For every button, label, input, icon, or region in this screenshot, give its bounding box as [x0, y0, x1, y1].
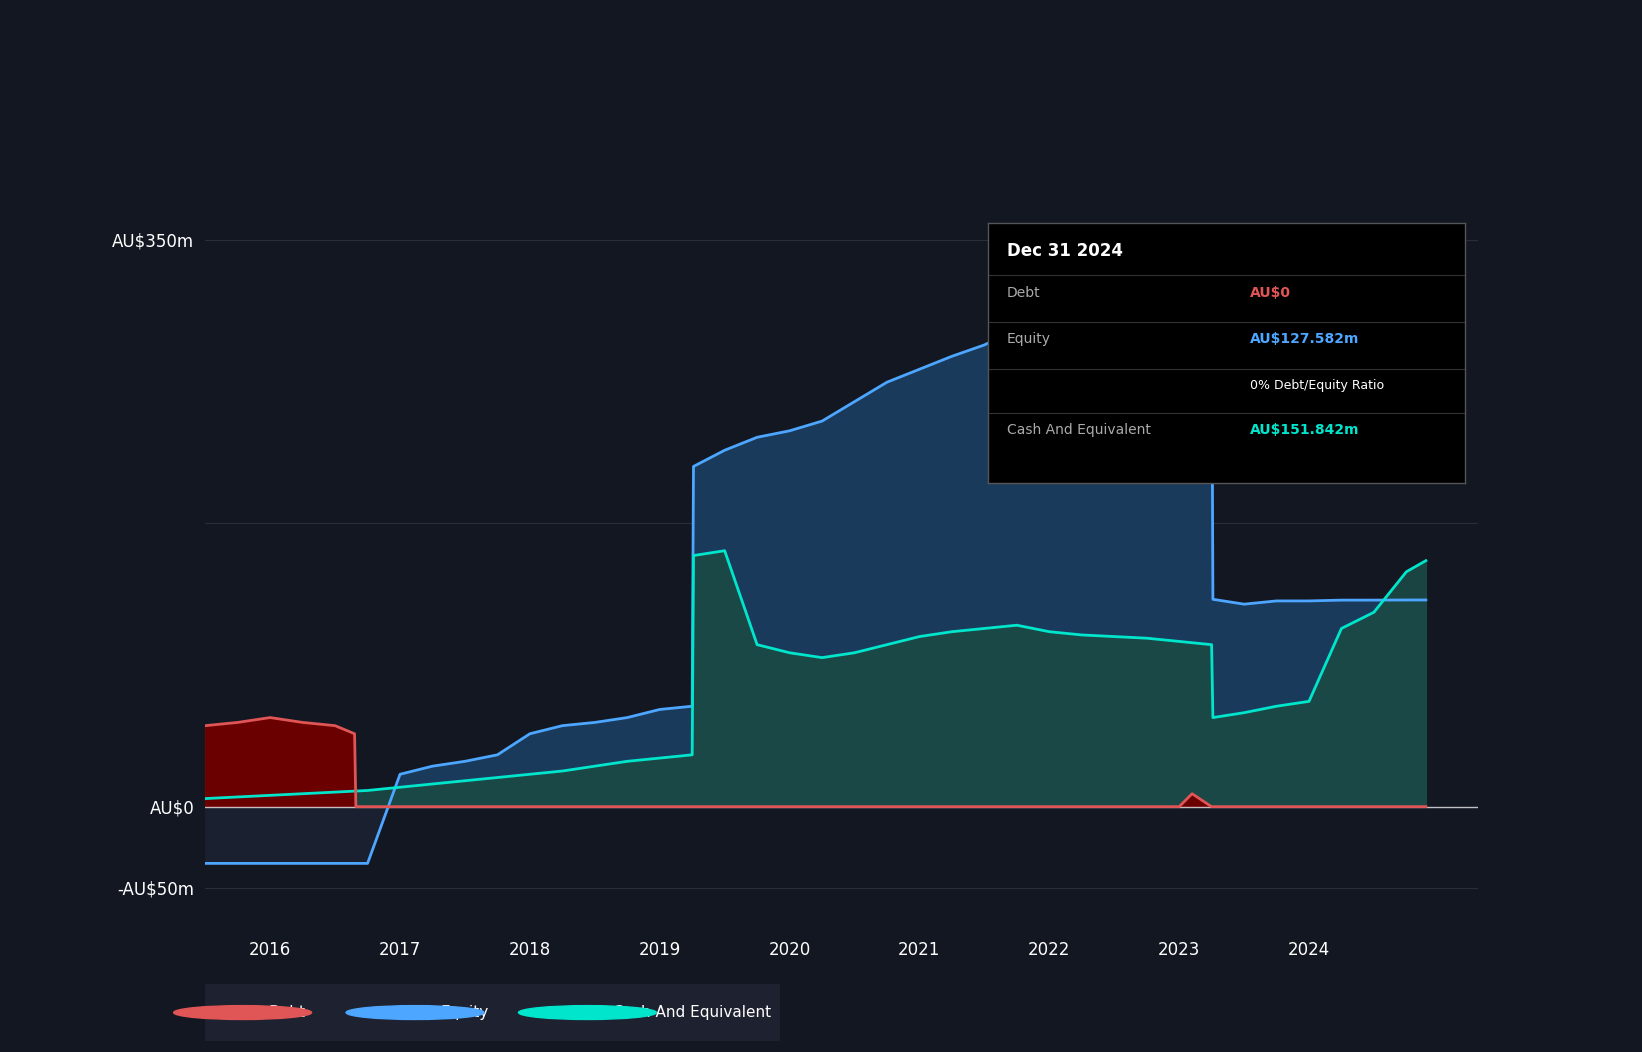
Text: Equity: Equity: [440, 1005, 489, 1020]
Text: Cash And Equivalent: Cash And Equivalent: [614, 1005, 772, 1020]
Text: AU$127.582m: AU$127.582m: [1250, 332, 1360, 346]
Circle shape: [519, 1006, 657, 1019]
Text: Equity: Equity: [1007, 332, 1051, 346]
Circle shape: [346, 1006, 484, 1019]
Text: Dec 31 2024: Dec 31 2024: [1007, 242, 1123, 260]
Text: Cash And Equivalent: Cash And Equivalent: [1007, 423, 1151, 437]
Text: Debt: Debt: [1007, 286, 1041, 300]
Text: Debt: Debt: [269, 1005, 305, 1020]
Text: AU$0: AU$0: [1250, 286, 1291, 300]
Circle shape: [174, 1006, 312, 1019]
Text: AU$151.842m: AU$151.842m: [1250, 423, 1360, 437]
Text: 0% Debt/Equity Ratio: 0% Debt/Equity Ratio: [1250, 379, 1384, 392]
